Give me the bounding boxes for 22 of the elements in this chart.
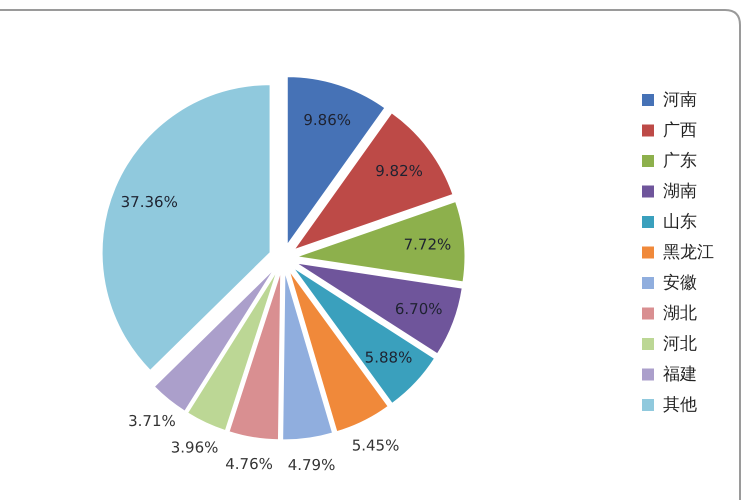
data-label: 9.82% — [375, 162, 423, 180]
legend-label: 福建 — [663, 364, 697, 384]
data-label: 9.86% — [303, 110, 352, 129]
data-label: 5.88% — [364, 348, 412, 367]
legend-label: 广东 — [663, 151, 697, 171]
legend-label: 湖南 — [663, 182, 697, 202]
legend-label: 山东 — [663, 212, 697, 232]
data-label: 4.76% — [225, 455, 273, 474]
legend-label: 河北 — [663, 334, 697, 354]
legend-label: 安徽 — [663, 273, 697, 293]
legend-label: 黑龙江 — [663, 242, 714, 262]
legend-label: 其他 — [663, 395, 697, 415]
legend-label: 河南 — [663, 90, 697, 110]
data-label: 6.70% — [394, 300, 443, 318]
data-label: 5.45% — [352, 436, 400, 454]
data-label: 3.96% — [170, 438, 218, 456]
legend-label: 湖北 — [663, 304, 697, 324]
data-label: 7.72% — [404, 236, 452, 254]
data-label: 4.79% — [288, 456, 336, 474]
data-label: 37.36% — [120, 192, 178, 211]
legend-label: 广西 — [663, 120, 697, 140]
data-label: 3.71% — [128, 412, 176, 430]
